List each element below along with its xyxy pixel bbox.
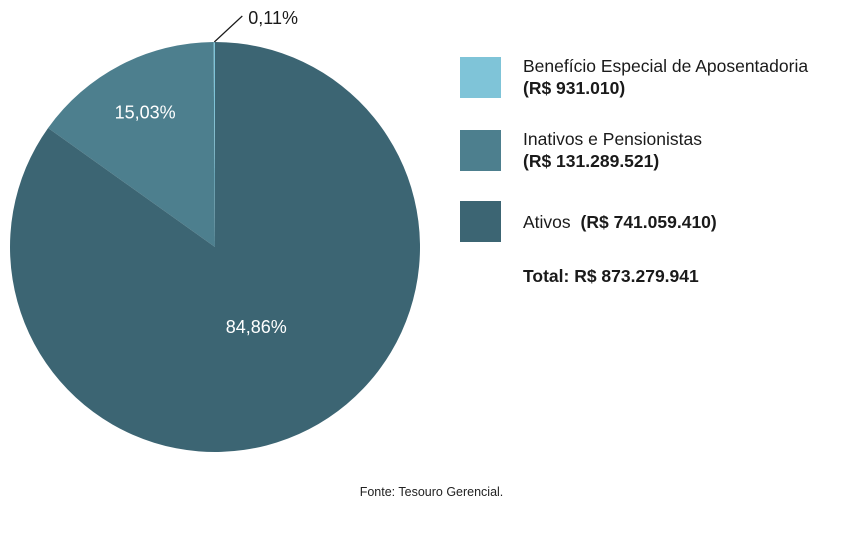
- legend-value-ativos: (R$ 741.059.410): [580, 211, 717, 232]
- legend-text-beneficio: Benefício Especial de Aposentadoria (R$ …: [523, 55, 808, 99]
- source-note: Fonte: Tesouro Gerencial.: [359, 485, 504, 499]
- legend-label-inativos: Inativos e Pensionistas: [523, 129, 702, 149]
- pie-slice-1: [48, 42, 215, 247]
- pie-chart: 0,11% 15,03% 84,86%: [10, 8, 421, 453]
- legend-swatch-beneficio: [460, 56, 501, 98]
- slice-label-0: 0,11%: [248, 8, 298, 28]
- legend-value-beneficio: (R$ 931.010): [523, 78, 626, 98]
- legend-value-inativos: (R$ 131.289.521): [523, 151, 660, 171]
- legend-swatch-ativos: [460, 201, 501, 242]
- legend-item-inativos: Inativos e Pensionistas (R$ 131.289.521): [460, 128, 860, 172]
- legend-swatch-inativos: [460, 129, 501, 171]
- legend-text-inativos: Inativos e Pensionistas (R$ 131.289.521): [523, 128, 702, 172]
- legend-item-beneficio: Benefício Especial de Aposentadoria (R$ …: [460, 55, 860, 99]
- legend: Benefício Especial de Aposentadoria (R$ …: [460, 55, 860, 287]
- total-label: Total: R$ 873.279.941: [523, 266, 699, 286]
- pie-slice-2: [10, 41, 421, 453]
- legend-label-beneficio: Benefício Especial de Aposentadoria: [523, 56, 809, 76]
- legend-label-ativos: Ativos: [523, 211, 571, 232]
- legend-text-ativos: Ativos (R$ 741.059.410): [523, 211, 717, 233]
- slice-label-1: 15,03%: [115, 102, 176, 122]
- pie-chart-area: 0,11% 15,03% 84,86%: [0, 0, 445, 470]
- pie-slice-0: [213, 41, 215, 248]
- legend-item-ativos: Ativos (R$ 741.059.410): [460, 201, 860, 242]
- slice-label-2: 84,86%: [226, 317, 287, 337]
- callout-line-0: [213, 15, 243, 43]
